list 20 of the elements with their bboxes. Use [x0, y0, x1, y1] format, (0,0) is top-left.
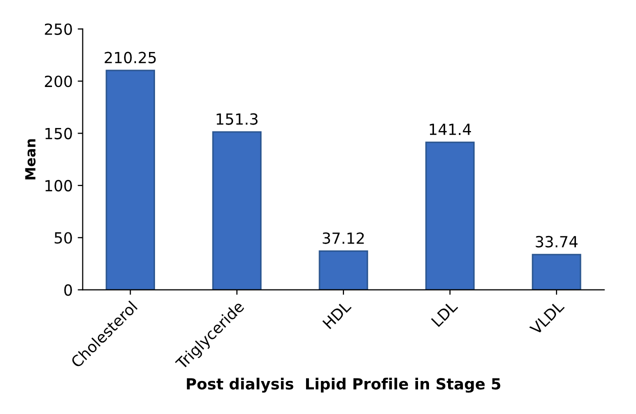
y-tick-label: 150	[45, 128, 72, 140]
bar	[106, 70, 156, 290]
y-tick-label: 250	[44, 23, 72, 35]
y-tick-label: 200	[44, 76, 72, 88]
y-axis-title: Mean	[25, 139, 36, 180]
data-label: 141.4	[430, 124, 471, 135]
y-tick-label: 50	[54, 232, 72, 244]
bar	[212, 131, 262, 290]
y-tick-label: 0	[64, 284, 72, 296]
x-tick-label: LDL	[431, 300, 458, 328]
y-tick-label: 100	[45, 180, 72, 192]
x-axis-title: Post dialysis Lipid Profile in Stage 5	[186, 378, 500, 393]
bar	[532, 254, 582, 290]
data-label: 37.12	[322, 232, 364, 244]
data-label: 210.25	[104, 52, 156, 64]
data-label: 33.74	[536, 236, 578, 248]
data-label: 151.3	[216, 113, 258, 125]
bar	[318, 250, 368, 290]
x-tick-label: HDL	[322, 300, 352, 330]
bar	[425, 142, 475, 290]
